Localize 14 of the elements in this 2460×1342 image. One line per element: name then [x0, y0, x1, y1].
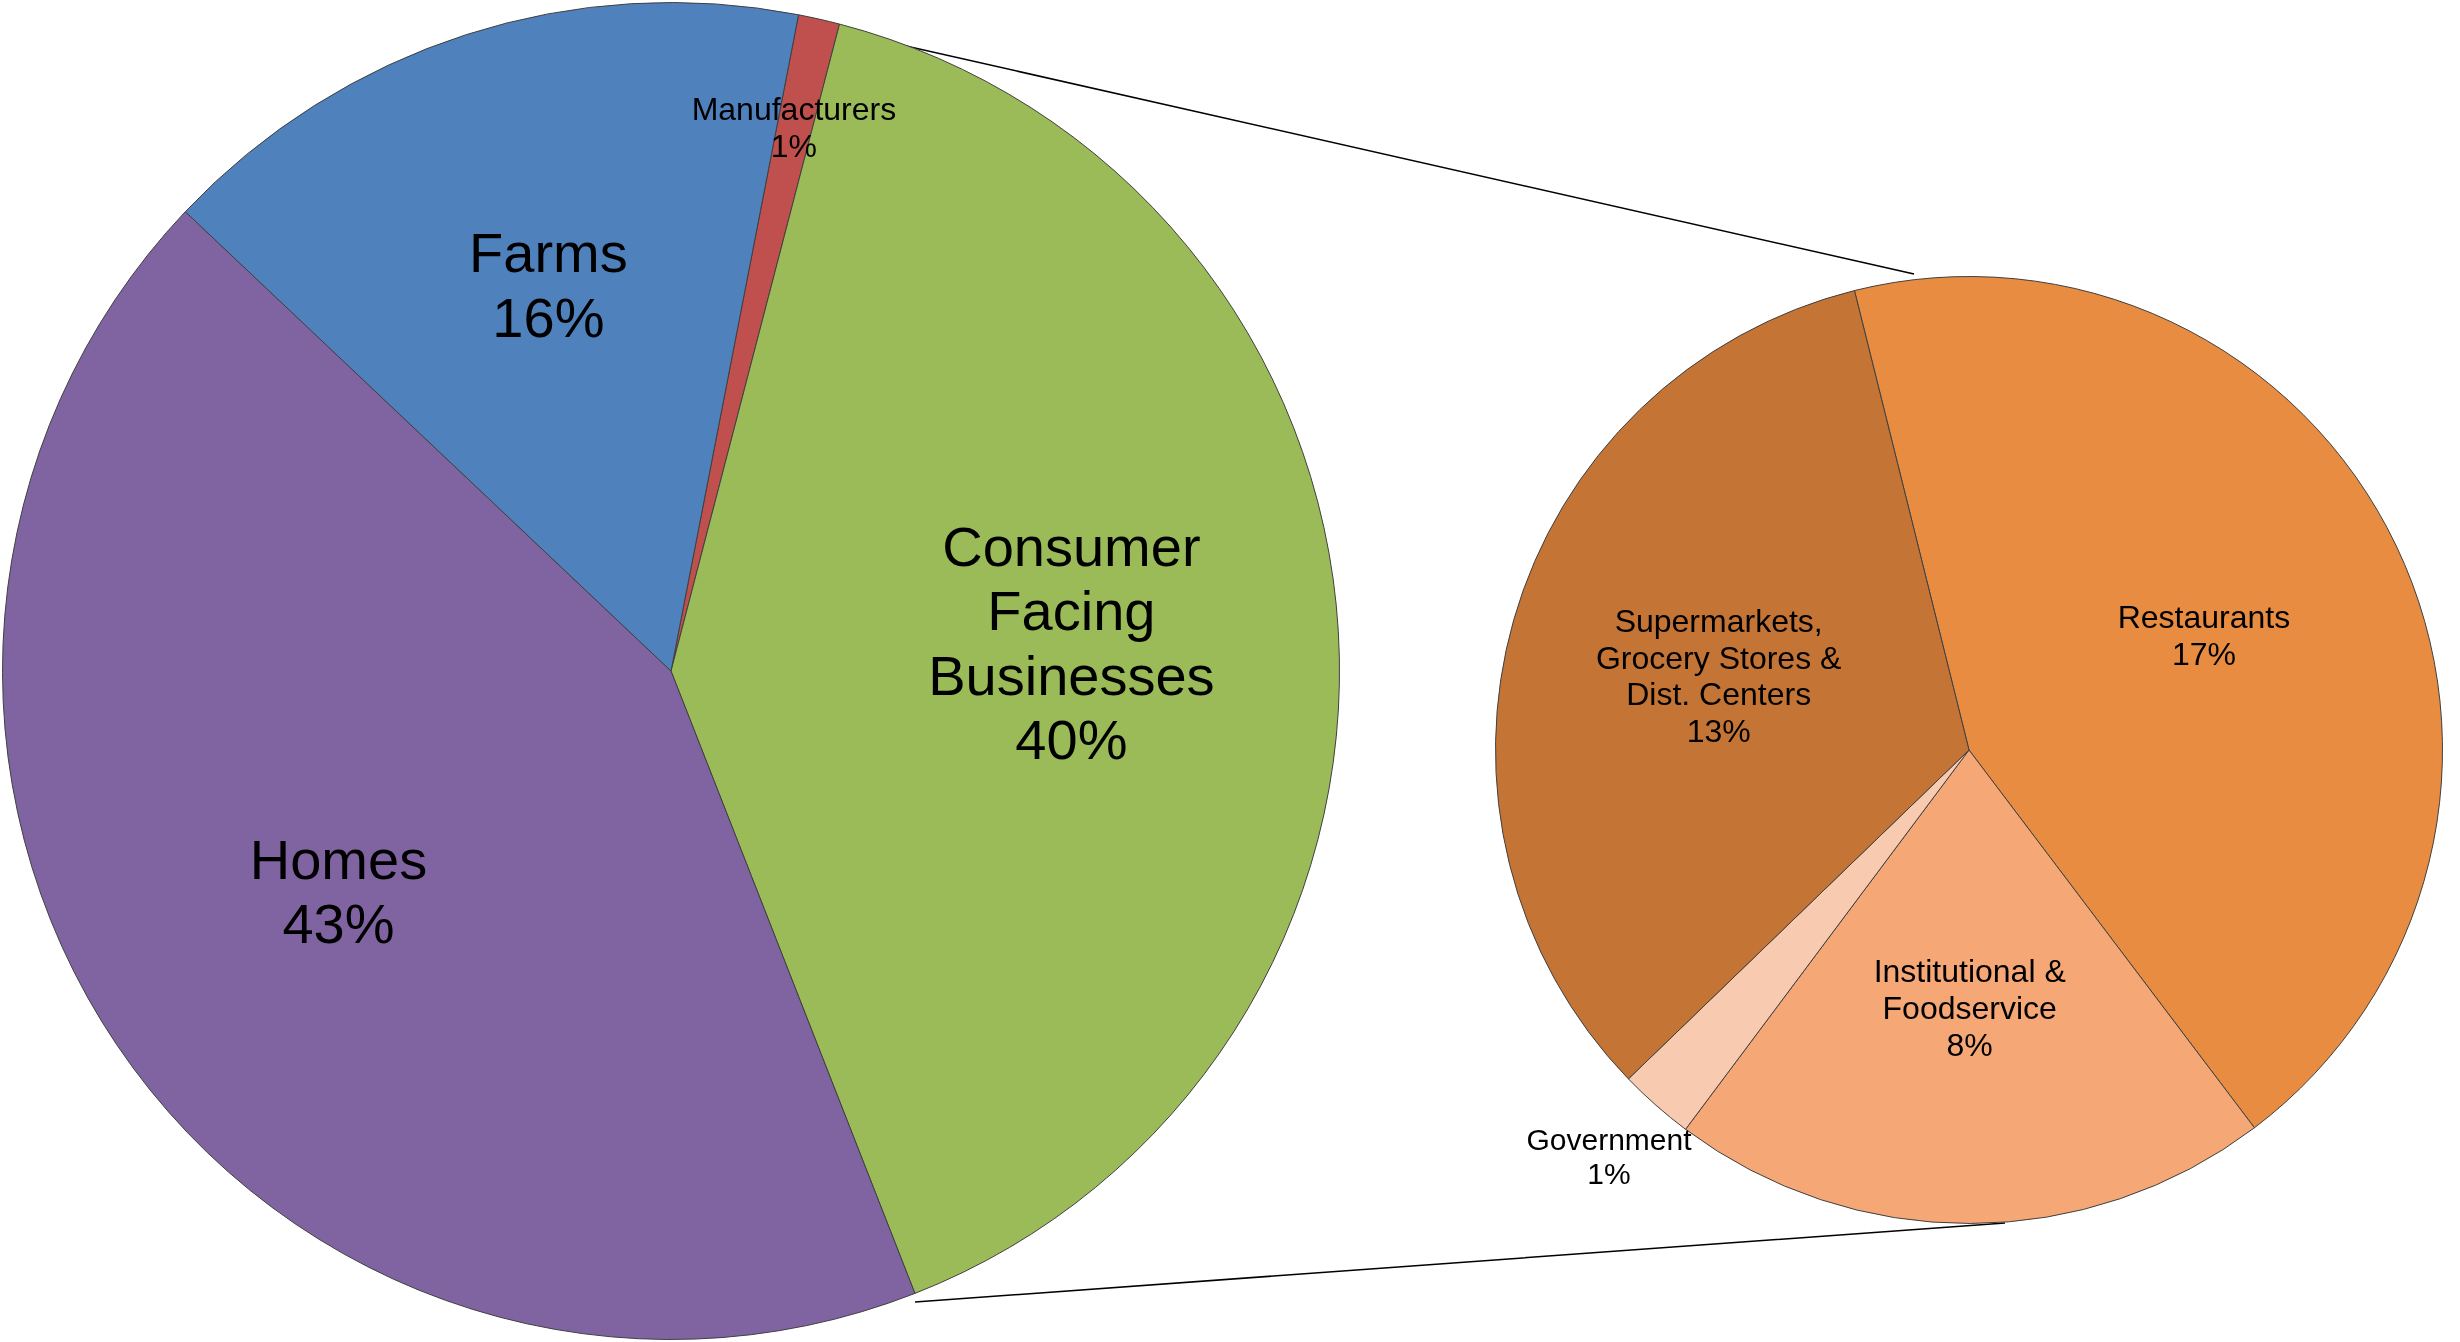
slice-label: Consumer Facing Businesses [928, 515, 1215, 707]
data-label: 17% [2171, 635, 2236, 672]
data-label: 1% [1587, 1157, 1631, 1191]
slice-label: Homes [249, 827, 428, 891]
data-label: 13% [1686, 713, 1751, 750]
slice-label: Supermarkets, Grocery Stores & Dist. Centers [1595, 602, 1842, 713]
data-label: 8% [1946, 1027, 1993, 1064]
slice-label: Farms [469, 221, 628, 285]
slice-label: Government [1526, 1122, 1693, 1156]
data-label: 16% [492, 285, 605, 349]
data-label: 40% [1015, 708, 1128, 772]
data-label: 43% [282, 891, 395, 955]
slice-label: Restaurants [2117, 599, 2291, 636]
slice-label: Institutional & Foodservice [1873, 953, 2066, 1027]
